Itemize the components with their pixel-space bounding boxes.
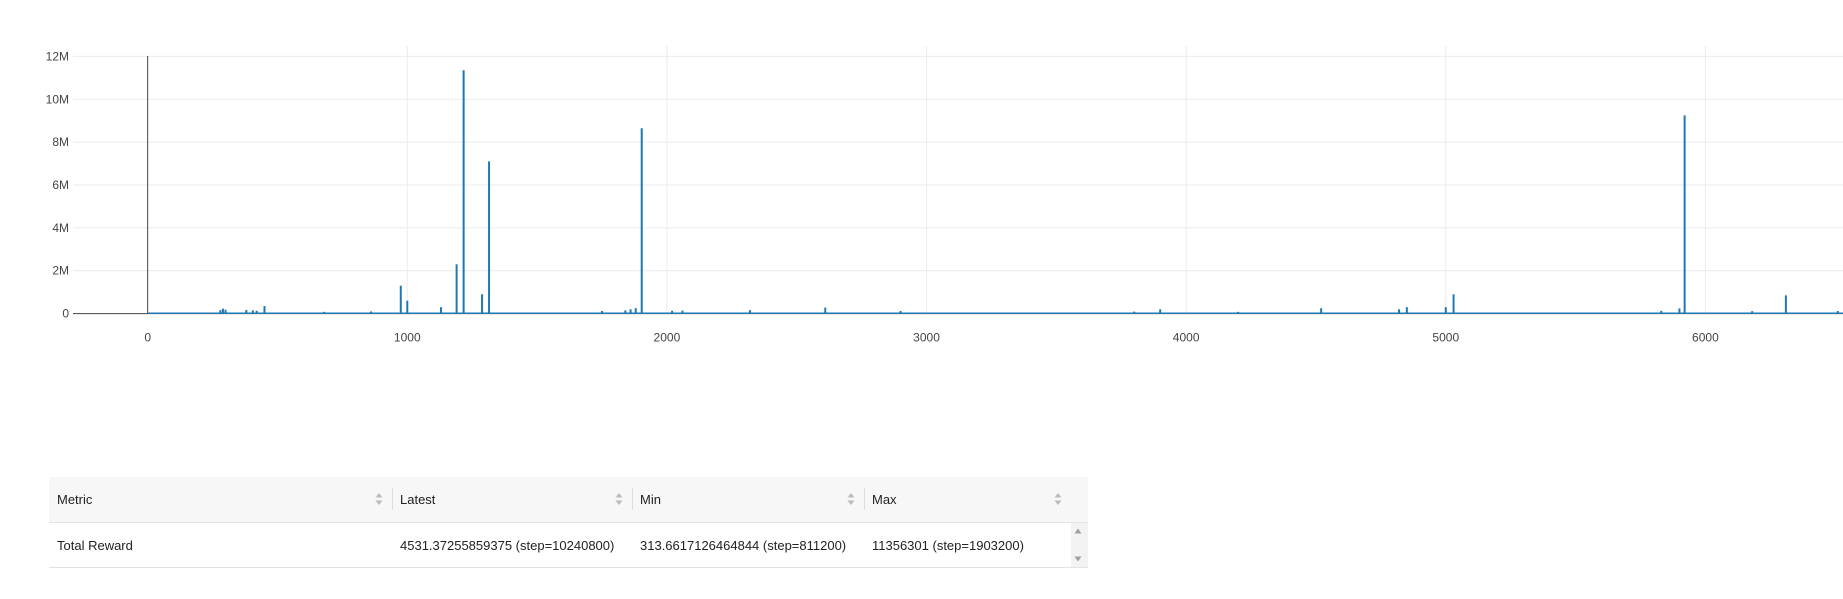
cell-metric: Total Reward: [49, 522, 392, 568]
table-row[interactable]: Total Reward 4531.37255859375 (step=1024…: [49, 522, 1088, 568]
x-tick-labels: 0 1000 2000 3000 4000 5000 6000: [144, 331, 1719, 345]
y-tick-labels: 0 2M 4M 6M 8M 10M 12M: [46, 49, 70, 320]
cell-max: 11356301 (step=1903200): [864, 522, 1071, 568]
x-tick-label: 6000: [1692, 331, 1719, 345]
column-header-min[interactable]: Min: [632, 477, 864, 523]
x-tick-label: 3000: [913, 331, 940, 345]
y-tick-label: 0: [62, 307, 69, 321]
column-header-label: Latest: [400, 492, 436, 507]
cell-latest: 4531.37255859375 (step=10240800): [392, 522, 632, 568]
column-header-metric[interactable]: Metric: [49, 477, 392, 523]
table-scrollbar[interactable]: [1071, 522, 1088, 568]
y-tick-label: 10M: [46, 92, 69, 106]
y-tick-label: 12M: [46, 49, 69, 63]
series-total-reward: [147, 70, 1843, 315]
column-header-label: Metric: [57, 492, 93, 507]
column-divider: [392, 488, 393, 510]
y-tick-label: 2M: [52, 264, 69, 278]
y-tick-label: 4M: [52, 221, 69, 235]
metrics-table: Metric Latest Min Max Total Reward: [49, 477, 1088, 568]
sort-icon[interactable]: [847, 492, 855, 506]
grid-lines: [73, 46, 1843, 314]
y-tick-label: 8M: [52, 135, 69, 149]
x-tick-label: 1000: [394, 331, 421, 345]
chart-canvas: 0 1000 2000 3000 4000 5000 6000 0 2M 4M 6M 8M 10M 12…: [46, 46, 1843, 345]
x-tick-label: 0: [144, 331, 151, 345]
column-divider: [632, 488, 633, 510]
column-header-max[interactable]: Max: [864, 477, 1071, 523]
sort-icon[interactable]: [375, 492, 383, 506]
y-tick-label: 6M: [52, 178, 69, 192]
column-header-label: Min: [640, 492, 661, 507]
scroll-up-icon[interactable]: [1074, 528, 1082, 534]
column-header-label: Max: [872, 492, 897, 507]
column-divider: [864, 488, 865, 510]
x-tick-label: 2000: [654, 331, 681, 345]
header-filler: [1071, 477, 1088, 523]
reward-chart: 0 1000 2000 3000 4000 5000 6000 0 2M 4M 6M 8M 10M 12…: [46, 46, 1843, 345]
x-tick-label: 5000: [1432, 331, 1459, 345]
column-header-latest[interactable]: Latest: [392, 477, 632, 523]
table-header-row: Metric Latest Min Max: [49, 477, 1088, 523]
cell-min: 313.6617126464844 (step=811200): [632, 522, 864, 568]
scroll-down-icon[interactable]: [1074, 556, 1082, 562]
x-tick-label: 4000: [1173, 331, 1200, 345]
sort-icon[interactable]: [615, 492, 623, 506]
sort-icon[interactable]: [1054, 492, 1062, 506]
